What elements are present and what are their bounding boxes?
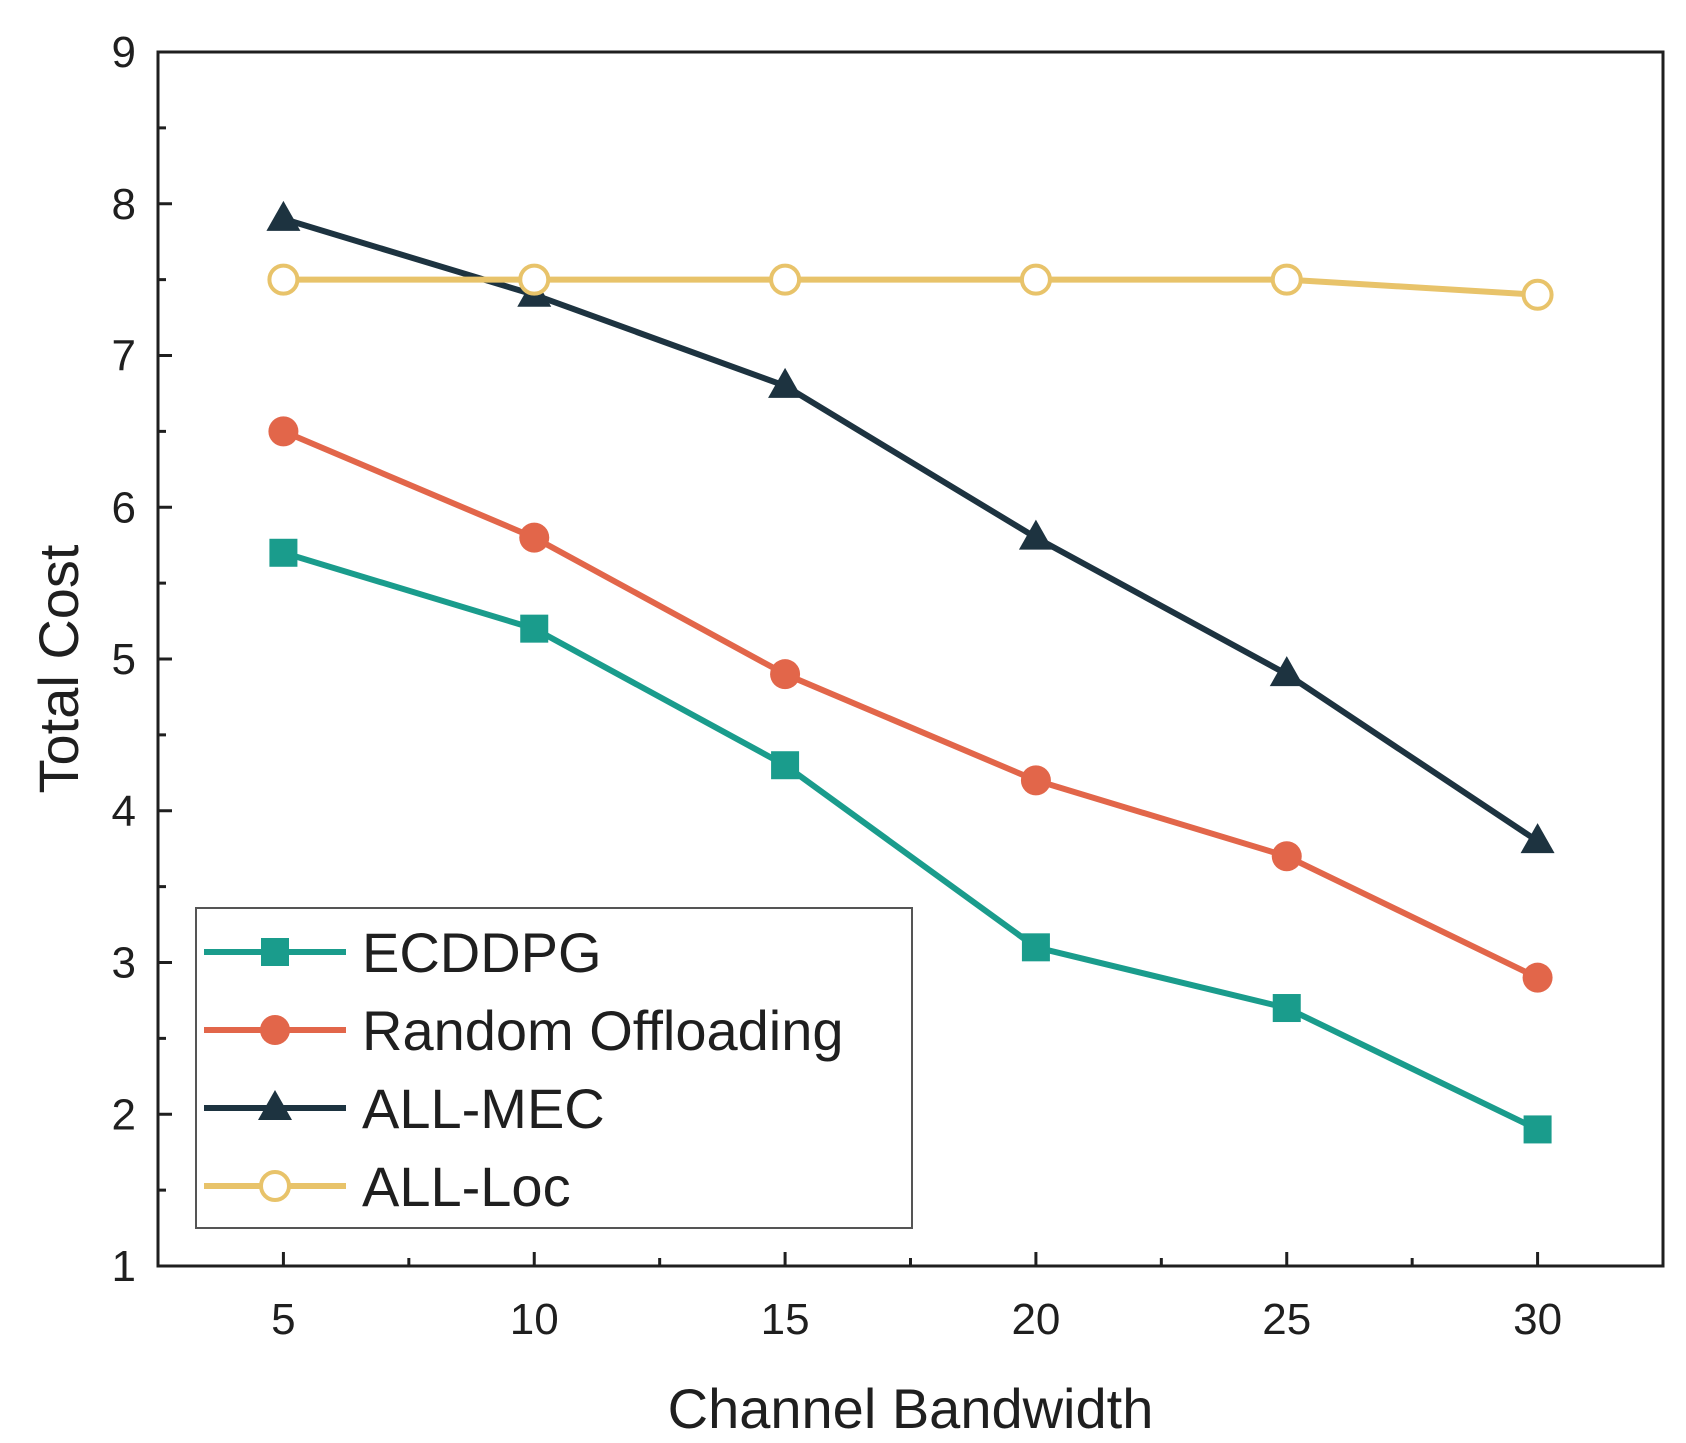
legend-marker-all-mec — [258, 1090, 292, 1120]
legend-label-ecddpg: ECDDPG — [362, 921, 602, 984]
y-axis-title: Total Cost — [27, 544, 90, 793]
data-point-random-offloading-10 — [519, 522, 550, 553]
y-tick-label-7: 7 — [112, 332, 136, 381]
legend: ECDDPG Random Offloading ALL-MEC ALL-Loc — [195, 907, 913, 1229]
data-point-all-loc-25 — [1270, 263, 1303, 296]
axes-layer: 1 2 3 4 5 6 7 8 9 5 10 15 20 25 30 — [112, 28, 1665, 1344]
data-point-ecddpg-10 — [520, 614, 549, 643]
y-tick-label-2: 2 — [112, 1090, 136, 1139]
x-tick-label-25: 25 — [1262, 1295, 1311, 1344]
data-point-all-mec-20 — [1018, 519, 1053, 550]
legend-item-all-mec: ALL-MEC — [204, 1077, 605, 1140]
y-tick-label-6: 6 — [112, 483, 136, 532]
legend-item-random-offloading: Random Offloading — [204, 999, 844, 1062]
legend-label-random-offloading: Random Offloading — [362, 999, 844, 1062]
data-point-all-loc-15 — [769, 263, 802, 296]
series-all-loc — [267, 263, 1554, 311]
series-line-random-offloading — [282, 428, 1539, 981]
data-point-all-mec-15 — [768, 367, 803, 398]
y-tick-label-4: 4 — [112, 787, 136, 836]
x-tick-label-20: 20 — [1011, 1295, 1060, 1344]
legend-marker-ecddpg — [261, 938, 289, 966]
legend-item-ecddpg: ECDDPG — [204, 921, 602, 984]
series-layer — [266, 200, 1555, 1144]
series-line-all-loc — [283, 276, 1538, 298]
data-point-all-loc-5 — [267, 263, 300, 296]
x-tick-label-30: 30 — [1513, 1295, 1562, 1344]
series-ecddpg — [269, 538, 1552, 1144]
data-point-random-offloading-20 — [1020, 765, 1051, 796]
series-line-ecddpg — [282, 549, 1539, 1133]
legend-marker-all-loc — [259, 1170, 291, 1202]
x-tick-label-5: 5 — [271, 1295, 295, 1344]
y-tick-label-8: 8 — [112, 180, 136, 229]
data-point-ecddpg-15 — [771, 751, 800, 780]
legend-box — [195, 907, 913, 1229]
legend-marker-random-offloading — [260, 1015, 290, 1045]
y-tick-label-9: 9 — [112, 28, 136, 77]
data-point-ecddpg-25 — [1272, 994, 1301, 1023]
data-point-random-offloading-5 — [268, 416, 299, 447]
series-line-all-mec — [282, 216, 1540, 844]
legend-label-all-mec: ALL-MEC — [362, 1077, 605, 1140]
data-point-all-loc-20 — [1019, 263, 1052, 296]
x-tick-label-10: 10 — [510, 1295, 559, 1344]
legend-label-all-loc: ALL-Loc — [362, 1155, 571, 1218]
y-tick-label-1: 1 — [112, 1242, 136, 1291]
data-point-all-mec-30 — [1520, 823, 1555, 854]
data-point-ecddpg-20 — [1021, 933, 1050, 962]
data-point-all-loc-10 — [518, 263, 551, 296]
x-axis-title: Channel Bandwidth — [668, 1377, 1154, 1440]
data-point-all-mec-5 — [266, 200, 301, 231]
data-point-ecddpg-5 — [269, 538, 298, 567]
data-point-random-offloading-15 — [770, 659, 801, 690]
y-tick-label-5: 5 — [112, 635, 136, 684]
series-random-offloading — [268, 416, 1553, 993]
series-all-mec — [266, 200, 1555, 854]
x-tick-label-15: 15 — [761, 1295, 810, 1344]
data-point-all-loc-30 — [1521, 278, 1554, 311]
data-point-random-offloading-25 — [1271, 841, 1302, 872]
legend-item-all-loc: ALL-Loc — [204, 1155, 571, 1218]
data-point-ecddpg-30 — [1523, 1115, 1552, 1144]
y-tick-label-3: 3 — [112, 939, 136, 988]
data-point-all-mec-25 — [1269, 656, 1304, 687]
data-point-random-offloading-30 — [1522, 962, 1553, 993]
